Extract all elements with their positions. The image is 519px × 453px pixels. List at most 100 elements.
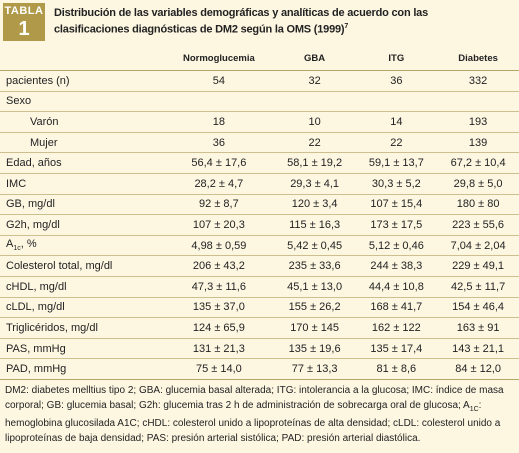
data-table: Normoglucemia GBA ITG Diabetes pacientes (n… [0,46,519,380]
row-label: PAS, mmHg [0,338,164,360]
cell: 168 ± 41,7 [355,297,438,319]
empty-cell [355,91,438,113]
footnote: DM2: diabetes melltius tipo 2; GBA: gluc… [5,384,515,446]
title-text: Distribución de las variables demográfic… [54,7,429,36]
table-row: Varón 18 10 14 193 [0,111,519,133]
row-label: cLDL, mg/dl [0,297,164,319]
corner [0,46,164,71]
row-label: Varón [0,111,164,133]
column-header: GBA [273,46,356,71]
cell: 56,4 ± 17,6 [164,152,274,174]
empty-cell [164,91,274,113]
title-ref: 7 [344,23,349,30]
cell: 29,3 ± 4,1 [273,173,356,195]
cell: 14 [355,111,438,133]
cell: 173 ± 17,5 [355,214,438,236]
cell: 332 [437,70,519,92]
table-badge: TABLA 1 [3,3,45,41]
cell: 4,98 ± 0,59 [164,235,274,257]
cell: 135 ± 37,0 [164,297,274,319]
cell: 54 [164,70,274,92]
label-rest: , % [20,238,37,251]
cell: 32 [273,70,356,92]
cell: 29,8 ± 5,0 [437,173,519,195]
cell: 67,2 ± 10,4 [437,152,519,174]
cell: 135 ± 19,6 [273,338,356,360]
row-label: Edad, años [0,152,164,174]
cell: 59,1 ± 13,7 [355,152,438,174]
cell: 36 [164,132,274,154]
cell: 10 [273,111,356,133]
cell: 22 [273,132,356,154]
badge-word: TABLA [4,5,44,17]
table-row: cLDL, mg/dl 135 ± 37,0 155 ± 26,2 168 ± 41,… [0,297,519,319]
table-row: Mujer 36 22 22 139 [0,132,519,154]
cell: 22 [355,132,438,154]
label-sub: 1c [13,245,21,253]
cell: 36 [355,70,438,92]
table-row: G2h, mg/dl 107 ± 20,3 115 ± 16,3 173 ± 17,5… [0,214,519,236]
footnote-sub: 1C [469,405,479,413]
cell: 206 ± 43,2 [164,255,274,277]
cell: 47,3 ± 11,6 [164,276,274,298]
cell: 28,2 ± 4,7 [164,173,274,195]
cell: 120 ± 3,4 [273,194,356,216]
table-row: Edad, años 56,4 ± 17,6 58,1 ± 19,2 59,1 ± 1… [0,152,519,174]
label-base: A [6,238,14,251]
table-row: PAS, mmHg 131 ± 21,3 135 ± 19,6 135 ± 17,4 1… [0,338,519,360]
cell: 244 ± 38,3 [355,255,438,277]
cell: 44,4 ± 10,8 [355,276,438,298]
row-label: pacientes (n) [0,70,164,92]
table-row: GB, mg/dl 92 ± 8,7 120 ± 3,4 107 ± 15,4 180 … [0,194,519,216]
table-row: pacientes (n) 54 32 36 332 [0,70,519,92]
footnote-text: : hemoglobina glucosilada A1C; cHDL: col… [5,399,501,444]
row-label: Colesterol total, mg/dl [0,255,164,277]
row-label: cHDL, mg/dl [0,276,164,298]
table-body: pacientes (n) 54 32 36 332 Sexo Varón 18 10 14 193… [0,70,519,380]
cell: 5,42 ± 0,45 [273,235,356,257]
table-row: IMC 28,2 ± 4,7 29,3 ± 4,1 30,3 ± 5,2 29,8 ± … [0,173,519,195]
column-header: Diabetes [437,46,519,71]
cell: 135 ± 17,4 [355,338,438,360]
cell: 154 ± 46,4 [437,297,519,319]
cell: 7,04 ± 2,04 [437,235,519,257]
cell: 42,5 ± 11,7 [437,276,519,298]
empty-cell [273,91,356,113]
table-row: A1c, % 4,98 ± 0,59 5,42 ± 0,45 5,12 ± 0,46 7… [0,235,519,257]
cell: 170 ± 145 [273,317,356,339]
cell: 92 ± 8,7 [164,194,274,216]
row-label: A1c, % [0,235,164,257]
cell: 58,1 ± 19,2 [273,152,356,174]
header: TABLA 1 Distribución de las variables de… [0,0,519,44]
row-label: Mujer [0,132,164,154]
empty-cell [437,91,519,113]
cell: 115 ± 16,3 [273,214,356,236]
cell: 143 ± 21,1 [437,338,519,360]
row-label: Sexo [0,91,164,113]
cell: 235 ± 33,6 [273,255,356,277]
table-row: PAD, mmHg 75 ± 14,0 77 ± 13,3 81 ± 8,6 84 ± … [0,358,519,380]
table-row: Triglicéridos, mg/dl 124 ± 65,9 170 ± 145 1… [0,317,519,339]
table-row: Sexo [0,91,519,113]
cell: 107 ± 20,3 [164,214,274,236]
cell: 162 ± 122 [355,317,438,339]
table-row: Colesterol total, mg/dl 206 ± 43,2 235 ± 3… [0,255,519,277]
cell: 229 ± 49,1 [437,255,519,277]
header-row: Normoglucemia GBA ITG Diabetes [0,46,519,71]
row-label: G2h, mg/dl [0,214,164,236]
cell: 5,12 ± 0,46 [355,235,438,257]
row-label: GB, mg/dl [0,194,164,216]
cell: 139 [437,132,519,154]
cell: 84 ± 12,0 [437,358,519,380]
cell: 107 ± 15,4 [355,194,438,216]
table-title: Distribución de las variables demográfic… [54,6,454,37]
row-label: PAD, mmHg [0,358,164,380]
cell: 75 ± 14,0 [164,358,274,380]
cell: 155 ± 26,2 [273,297,356,319]
table-row: cHDL, mg/dl 47,3 ± 11,6 45,1 ± 13,0 44,4 ± … [0,276,519,298]
cell: 223 ± 55,6 [437,214,519,236]
cell: 18 [164,111,274,133]
cell: 131 ± 21,3 [164,338,274,360]
cell: 81 ± 8,6 [355,358,438,380]
cell: 124 ± 65,9 [164,317,274,339]
